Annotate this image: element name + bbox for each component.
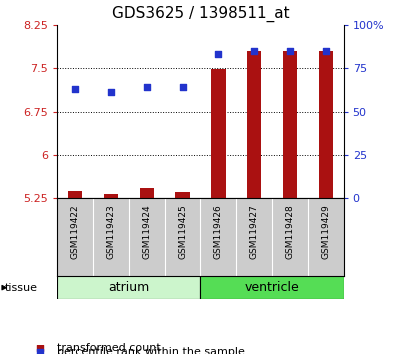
Point xyxy=(72,86,78,92)
Point xyxy=(215,51,222,57)
Text: GSM119427: GSM119427 xyxy=(250,205,259,259)
Text: percentile rank within the sample: percentile rank within the sample xyxy=(57,347,245,354)
Point xyxy=(323,48,329,54)
Text: GSM119422: GSM119422 xyxy=(71,205,80,259)
Bar xyxy=(139,188,154,198)
Text: atrium: atrium xyxy=(108,281,149,294)
Point xyxy=(108,90,114,95)
Text: GSM119425: GSM119425 xyxy=(178,205,187,259)
Text: GSM119423: GSM119423 xyxy=(107,205,115,259)
Text: tissue: tissue xyxy=(5,282,38,293)
Text: ventricle: ventricle xyxy=(245,281,299,294)
Point xyxy=(251,48,257,54)
Bar xyxy=(104,194,118,198)
Bar xyxy=(201,276,344,299)
Bar xyxy=(283,51,297,198)
Bar xyxy=(319,51,333,198)
Text: GSM119426: GSM119426 xyxy=(214,205,223,259)
Point xyxy=(287,48,293,54)
Point xyxy=(179,84,186,90)
Bar xyxy=(57,276,201,299)
Text: GSM119428: GSM119428 xyxy=(286,205,294,259)
Point xyxy=(144,84,150,90)
Text: transformed count: transformed count xyxy=(57,343,161,353)
Bar xyxy=(211,69,226,198)
Text: GSM119424: GSM119424 xyxy=(142,205,151,259)
Bar xyxy=(68,191,82,198)
Bar xyxy=(175,192,190,198)
Bar xyxy=(247,51,261,198)
Title: GDS3625 / 1398511_at: GDS3625 / 1398511_at xyxy=(112,6,289,22)
Point xyxy=(36,345,43,350)
Point xyxy=(36,349,43,354)
Text: GSM119429: GSM119429 xyxy=(321,205,330,259)
